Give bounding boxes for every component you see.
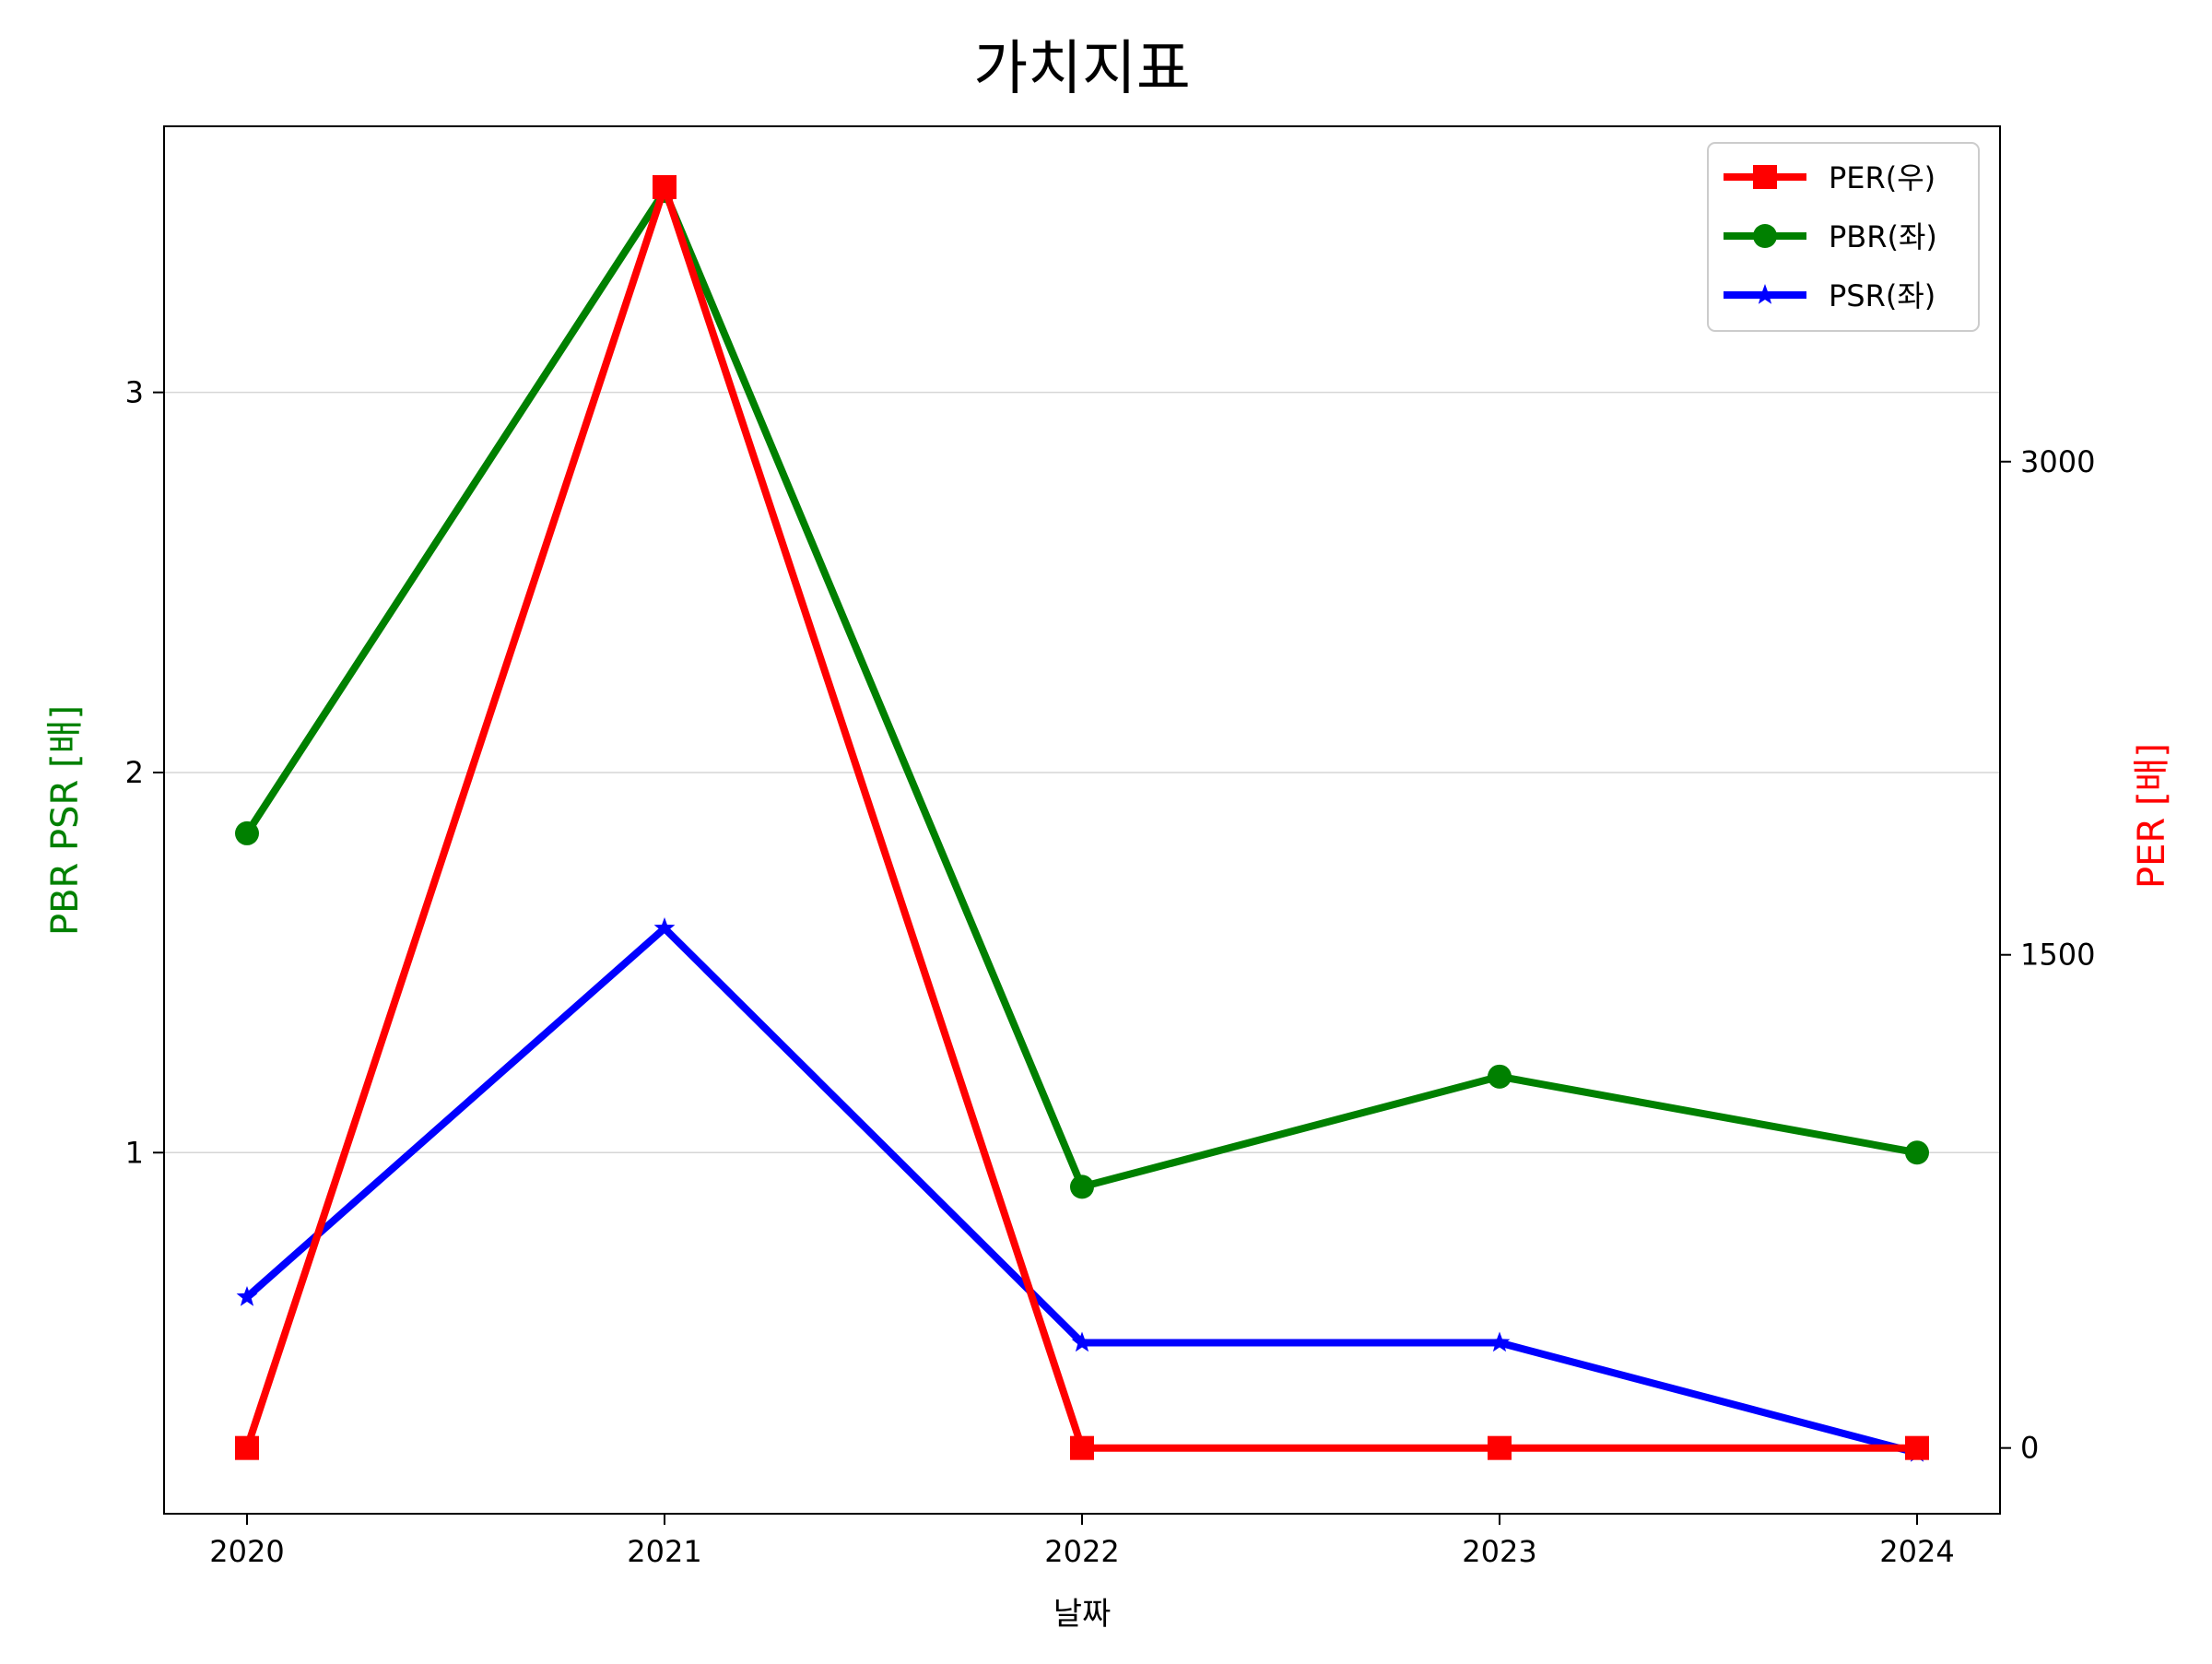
legend-box	[1707, 142, 1980, 332]
data-point-per	[653, 174, 677, 199]
y-left-tick-label: 3	[125, 375, 144, 410]
legend-marker-per	[1753, 165, 1777, 189]
data-point-per	[1905, 1435, 1929, 1460]
axes: 2020 2021 2022 2023 2024 1 2 3 0 1500 3000	[125, 375, 2096, 1569]
data-point-pbr	[1488, 1064, 1512, 1089]
x-tick-label: 2023	[1462, 1534, 1536, 1569]
data-point-pbr	[1070, 1174, 1094, 1199]
x-tick-label: 2021	[627, 1534, 701, 1569]
y-right-tick-label: 0	[2020, 1431, 2039, 1466]
legend-label-pbr: PBR(좌)	[1829, 219, 1937, 254]
legend-entries: PER(우) PBR(좌) PSR(좌)	[1724, 160, 1937, 313]
x-tick-label: 2020	[209, 1534, 284, 1569]
legend-marker-pbr	[1753, 224, 1777, 248]
data-point-psr	[653, 917, 676, 938]
y-axis-label-right: PER [배]	[2131, 743, 2173, 889]
data-point-psr	[236, 1286, 258, 1306]
data-point-psr	[1488, 1331, 1511, 1352]
data-point-psr	[1071, 1331, 1093, 1352]
legend: PER(우) PBR(좌) PSR(좌)	[1707, 142, 1980, 332]
data-point-per	[1488, 1435, 1512, 1460]
y-right-tick-label: 3000	[2020, 444, 2095, 479]
x-tick-label: 2022	[1044, 1534, 1119, 1569]
data-point-per	[235, 1435, 259, 1460]
chart-title: 가치지표	[973, 35, 1191, 103]
y-left-tick-label: 1	[125, 1135, 144, 1170]
x-axis-label: 날짜	[1053, 1596, 1112, 1633]
y-left-tick-label: 2	[125, 755, 144, 790]
data-point-per	[1070, 1435, 1094, 1460]
data-point-pbr	[235, 820, 259, 845]
legend-label-per: PER(우)	[1829, 160, 1936, 195]
y-axis-label-left: PBR PSR [배]	[44, 705, 87, 936]
series-per	[235, 174, 1929, 1460]
legend-marker-psr	[1754, 284, 1776, 304]
series-layer	[235, 174, 1929, 1462]
y-right-tick-label: 1500	[2020, 938, 2095, 973]
legend-label-psr: PSR(좌)	[1829, 278, 1936, 313]
data-point-pbr	[1905, 1140, 1929, 1165]
x-tick-label: 2024	[1879, 1534, 1954, 1569]
